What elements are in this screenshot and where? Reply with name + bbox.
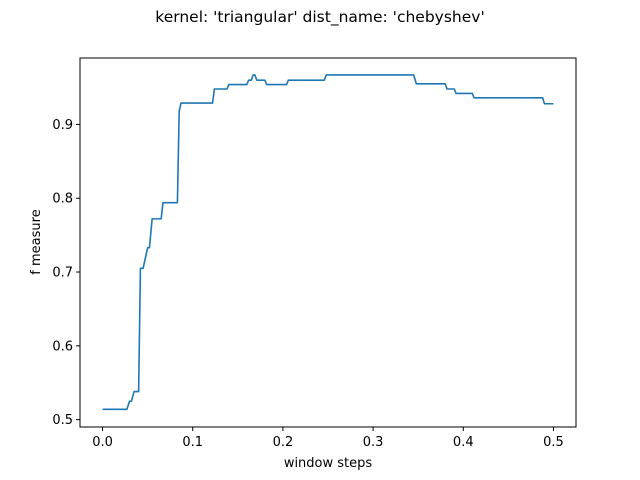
x-tick-label: 0.4 (453, 435, 474, 450)
y-tick-label: 0.8 (52, 192, 73, 207)
x-axis-label: window steps (284, 456, 373, 471)
x-tick-label: 0.2 (273, 435, 294, 450)
y-tick-label: 0.7 (52, 266, 73, 281)
plot-frame (79, 57, 577, 428)
y-tick-label: 0.5 (52, 413, 73, 428)
x-axis: 0.0 0.1 0.2 0.3 0.4 0.5 (92, 427, 564, 450)
chart-title: kernel: 'triangular' dist_name: 'chebysh… (155, 8, 484, 27)
y-tick-label: 0.6 (52, 339, 73, 354)
plot-area (102, 74, 554, 411)
x-tick-label: 0.3 (363, 435, 384, 450)
series-line-0 (102, 74, 554, 411)
x-tick-label: 0.0 (92, 435, 113, 450)
y-axis-label: f measure (29, 209, 44, 274)
x-tick-label: 0.1 (182, 435, 203, 450)
y-axis: 0.5 0.6 0.7 0.8 0.9 (52, 118, 80, 428)
x-tick-label: 0.5 (543, 435, 564, 450)
y-tick-label: 0.9 (52, 118, 73, 133)
